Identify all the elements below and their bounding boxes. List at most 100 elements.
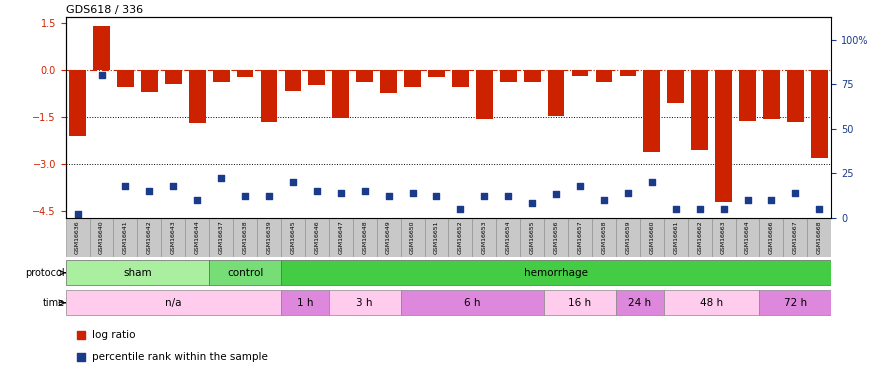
Bar (356, 70, 373, 82)
Text: GSM16659: GSM16659 (626, 220, 630, 254)
Bar (401, 217, 424, 257)
Bar (736, 217, 760, 257)
Bar (93, 26, 110, 70)
Bar (353, 217, 376, 257)
Bar (309, 70, 326, 85)
Text: 1 h: 1 h (297, 298, 313, 308)
Text: GSM16668: GSM16668 (816, 220, 822, 254)
Point (550, 191, 564, 197)
Bar (401, 290, 544, 315)
Text: GSM16660: GSM16660 (649, 220, 654, 254)
Point (333, 190, 347, 196)
Text: GSM16655: GSM16655 (529, 220, 535, 254)
Text: GSM16658: GSM16658 (601, 220, 606, 254)
Bar (592, 217, 616, 257)
Text: GSM16644: GSM16644 (195, 220, 200, 254)
Text: GSM16651: GSM16651 (434, 220, 439, 254)
Point (214, 176, 228, 181)
Text: GSM16657: GSM16657 (578, 220, 583, 254)
Bar (332, 70, 349, 118)
Bar (137, 217, 161, 257)
Text: GSM16647: GSM16647 (339, 220, 343, 254)
Point (262, 193, 276, 199)
Text: 3 h: 3 h (356, 298, 373, 308)
Text: 16 h: 16 h (569, 298, 592, 308)
Bar (381, 70, 397, 93)
Point (286, 179, 300, 185)
Point (143, 188, 157, 194)
Bar (186, 217, 209, 257)
Bar (66, 290, 281, 315)
Point (668, 206, 682, 212)
Point (71, 211, 85, 217)
Bar (114, 217, 137, 257)
Text: 48 h: 48 h (700, 298, 723, 308)
Bar (596, 70, 612, 82)
Bar (233, 217, 257, 257)
Bar (500, 70, 516, 82)
Bar (760, 217, 783, 257)
Text: GSM16643: GSM16643 (171, 220, 176, 254)
Bar (329, 290, 401, 315)
Text: GSM16636: GSM16636 (75, 220, 80, 254)
Text: GSM16649: GSM16649 (386, 220, 391, 254)
Bar (66, 260, 209, 285)
Text: 72 h: 72 h (784, 298, 807, 308)
Text: GSM16653: GSM16653 (482, 220, 487, 254)
Bar (571, 70, 588, 76)
Bar (568, 217, 592, 257)
Bar (209, 260, 281, 285)
Bar (811, 70, 828, 158)
Bar (161, 217, 186, 257)
Text: GSM16662: GSM16662 (697, 220, 702, 254)
Text: GSM16648: GSM16648 (362, 220, 368, 254)
Point (645, 179, 659, 185)
Text: 24 h: 24 h (628, 298, 651, 308)
Bar (783, 217, 808, 257)
Text: control: control (227, 268, 263, 278)
Bar (304, 217, 329, 257)
Bar (189, 70, 206, 123)
Bar (376, 217, 401, 257)
Point (190, 197, 204, 203)
Point (717, 206, 731, 212)
Text: GSM16666: GSM16666 (769, 220, 774, 254)
Text: GSM16641: GSM16641 (123, 220, 128, 254)
Text: GSM16661: GSM16661 (673, 220, 678, 254)
Bar (808, 217, 831, 257)
Text: n/a: n/a (165, 298, 181, 308)
Text: GSM16637: GSM16637 (219, 220, 224, 254)
Bar (691, 70, 708, 150)
Text: GSM16656: GSM16656 (554, 220, 558, 254)
Bar (524, 70, 541, 82)
Bar (544, 290, 616, 315)
Bar (164, 70, 182, 84)
Text: GSM16667: GSM16667 (793, 220, 798, 254)
Text: GSM16642: GSM16642 (147, 220, 152, 254)
Point (812, 206, 826, 212)
Bar (521, 217, 544, 257)
Text: sham: sham (123, 268, 151, 278)
Text: GSM16645: GSM16645 (290, 220, 296, 254)
Point (740, 197, 754, 203)
Point (166, 183, 180, 189)
Bar (284, 70, 301, 90)
Bar (643, 70, 660, 152)
Point (382, 193, 396, 199)
Bar (548, 70, 564, 116)
Bar (213, 70, 229, 82)
Text: time: time (43, 298, 65, 308)
Text: log ratio: log ratio (93, 330, 136, 340)
Point (405, 190, 419, 196)
Bar (257, 217, 281, 257)
Point (430, 193, 444, 199)
Bar (404, 70, 421, 87)
Text: GSM16652: GSM16652 (458, 220, 463, 254)
Text: protocol: protocol (25, 268, 65, 278)
Bar (281, 260, 831, 285)
Bar (620, 70, 636, 76)
Point (573, 183, 587, 189)
Point (597, 197, 611, 203)
Text: 6 h: 6 h (464, 298, 480, 308)
Bar (688, 217, 711, 257)
